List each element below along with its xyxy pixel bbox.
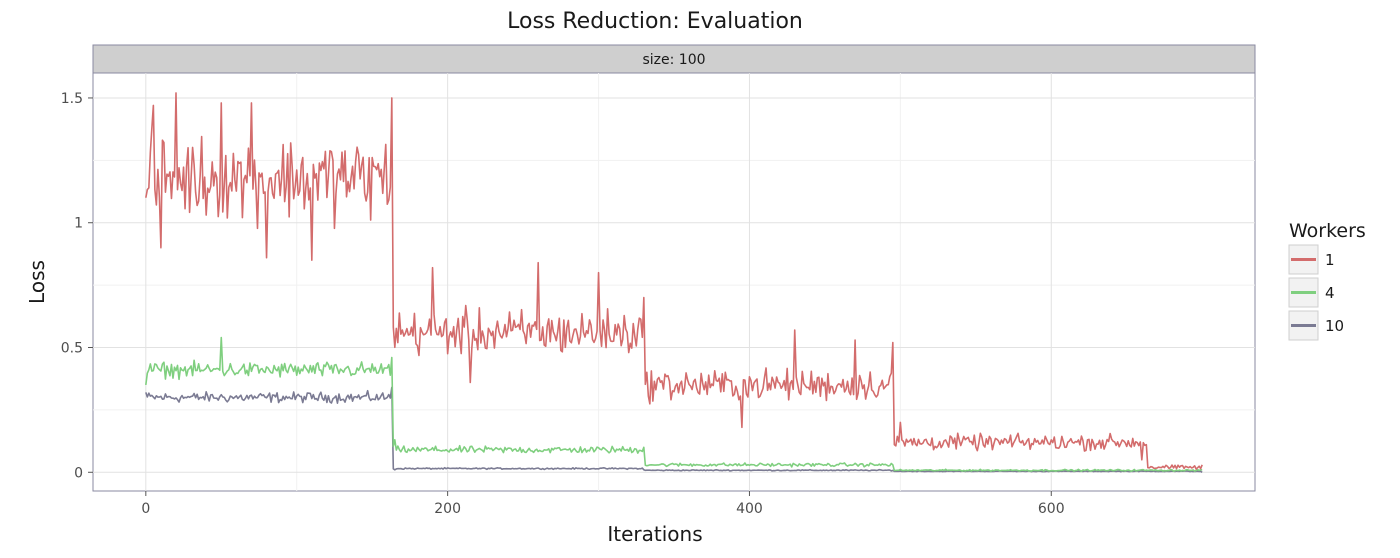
x-tick-label: 600 [1038, 501, 1065, 517]
series-lines [145, 92, 1203, 473]
legend-title: Workers [1289, 220, 1366, 242]
legend-label: 10 [1325, 317, 1344, 335]
grid-lines [93, 73, 1255, 491]
series-line-1 [145, 92, 1203, 470]
legend-label: 1 [1325, 251, 1335, 269]
facet-label: size: 100 [642, 52, 705, 68]
series-line-10 [145, 386, 1203, 473]
y-tick-label: 1.5 [61, 91, 83, 107]
x-tick-label: 400 [736, 501, 763, 517]
legend-label: 4 [1325, 284, 1335, 302]
series-line-4 [145, 336, 1203, 473]
legend: Workers 1 4 10 [1288, 220, 1366, 341]
x-tick-label: 0 [141, 501, 150, 517]
plot-panel [92, 72, 1256, 492]
axes: 0 200 400 600 0 0.5 1 1.5 [61, 91, 1065, 517]
y-tick-label: 1 [74, 216, 83, 232]
legend-items: 1 4 10 [1288, 244, 1344, 341]
x-axis-title: Iterations [607, 522, 702, 546]
y-tick-label: 0.5 [61, 341, 83, 357]
facet-strip [92, 44, 1256, 74]
x-tick-label: 200 [434, 501, 461, 517]
y-tick-label: 0 [74, 465, 83, 481]
y-axis-title: Loss [25, 260, 49, 304]
chart-title: Loss Reduction: Evaluation [507, 9, 803, 34]
